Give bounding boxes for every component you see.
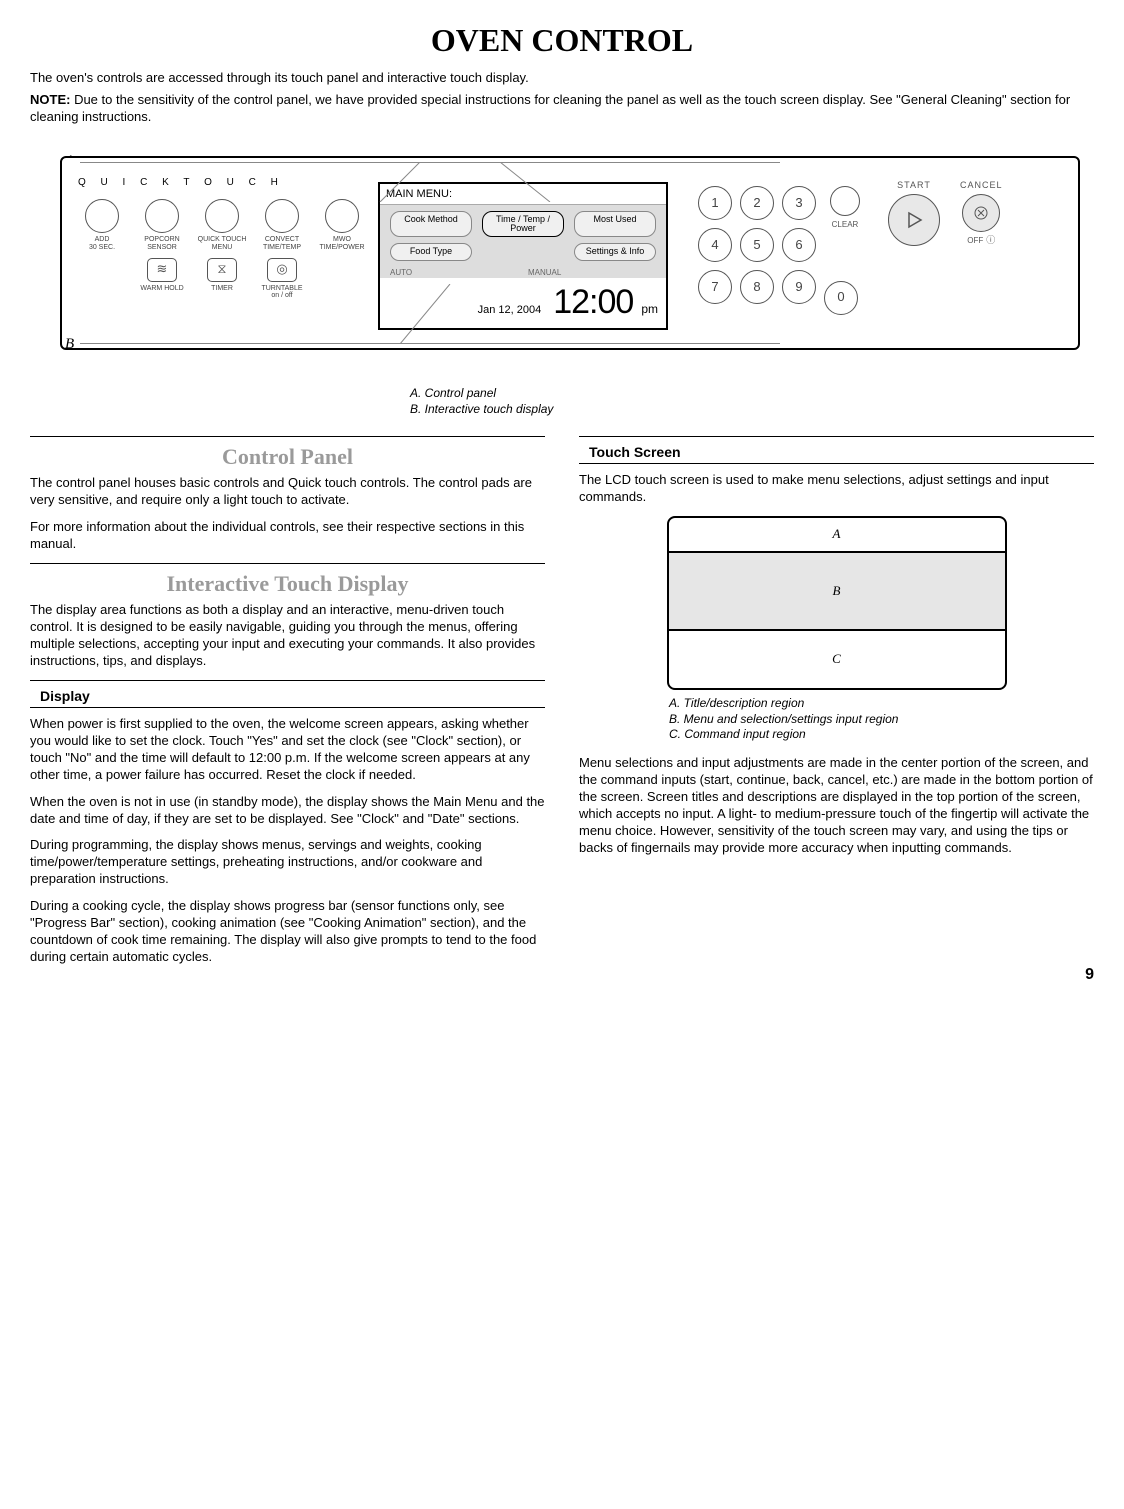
cancel-label: CANCEL xyxy=(960,180,1003,192)
ts-legend-c: C. Command input region xyxy=(669,727,1094,743)
lcd-chip-mostused[interactable]: Most Used xyxy=(574,211,656,238)
ts-legend-a: A. Title/description region xyxy=(669,696,1094,712)
lcd-chip-settings[interactable]: Settings & Info xyxy=(574,243,656,260)
ts-para-2: Menu selections and input adjustments ar… xyxy=(579,755,1094,856)
heading-interactive-display: Interactive Touch Display xyxy=(30,570,545,599)
qt-menu-button[interactable]: QUICK TOUCH MENU xyxy=(196,199,248,251)
lock-icon: ⓘ xyxy=(986,235,995,247)
cp-para-1: The control panel houses basic controls … xyxy=(30,475,545,509)
start-cancel-section: START CANCEL OFFⓘ xyxy=(888,180,1003,246)
clear-label: CLEAR xyxy=(832,220,859,230)
right-column: Touch Screen The LCD touch screen is use… xyxy=(579,436,1094,976)
heading-control-panel: Control Panel xyxy=(30,443,545,472)
start-button[interactable] xyxy=(888,194,940,246)
ts-legend-b: B. Menu and selection/settings input reg… xyxy=(669,712,1094,728)
key-0[interactable]: 0 xyxy=(824,281,858,315)
qt-popcorn-button[interactable]: POPCORN SENSOR xyxy=(136,199,188,251)
left-column: Control Panel The control panel houses b… xyxy=(30,436,545,976)
control-panel-diagram: A Q U I C K T O U C H ADD 30 SEC. POPCOR… xyxy=(60,156,1094,350)
disp-para-4: During a cooking cycle, the display show… xyxy=(30,898,545,966)
callout-b: B xyxy=(65,335,74,355)
key-4[interactable]: 4 xyxy=(698,228,732,262)
start-icon xyxy=(903,209,925,231)
cp-para-2: For more information about the individua… xyxy=(30,519,545,553)
ts-para-1: The LCD touch screen is used to make men… xyxy=(579,472,1094,506)
lcd-sublabel-manual: MANUAL xyxy=(518,268,656,278)
lcd-sublabel-auto: AUTO xyxy=(390,268,518,278)
disp-para-1: When power is first supplied to the oven… xyxy=(30,716,545,784)
clear-button[interactable] xyxy=(830,186,860,216)
ts-region-b: B xyxy=(669,553,1005,632)
key-6[interactable]: 6 xyxy=(782,228,816,262)
page-number: 9 xyxy=(1085,965,1094,986)
key-5[interactable]: 5 xyxy=(740,228,774,262)
leader-pointers-a xyxy=(80,162,800,202)
hourglass-icon: ⧖ xyxy=(207,258,237,282)
start-label: START xyxy=(897,180,931,192)
id-para-1: The display area functions as both a dis… xyxy=(30,602,545,670)
ts-region-c: C xyxy=(669,631,1005,688)
ts-region-a: A xyxy=(669,518,1005,553)
legend-b: B. Interactive touch display xyxy=(410,402,1094,418)
legend-a: A. Control panel xyxy=(410,386,1094,402)
leader-pointers-b xyxy=(80,284,800,344)
qt-convect-button[interactable]: CONVECT TIME/TEMP xyxy=(256,199,308,251)
intro-text: The oven's controls are accessed through… xyxy=(30,70,1094,87)
lcd-chip-timetemp[interactable]: Time / Temp / Power xyxy=(482,211,564,238)
disp-para-2: When the oven is not in use (in standby … xyxy=(30,794,545,828)
cancel-button[interactable] xyxy=(962,194,1000,232)
touch-screen-diagram: A B C xyxy=(667,516,1007,691)
note-text: NOTE: Due to the sensitivity of the cont… xyxy=(30,92,1094,126)
lcd-chip-foodtype[interactable]: Food Type xyxy=(390,243,472,260)
ts-legend: A. Title/description region B. Menu and … xyxy=(669,696,1094,743)
page-title: OVEN CONTROL xyxy=(30,20,1094,62)
note-prefix: NOTE: xyxy=(30,92,70,107)
heading-touch-screen: Touch Screen xyxy=(589,443,1094,461)
heading-display: Display xyxy=(40,687,545,705)
qt-mwo-button[interactable]: MWO TIME/POWER xyxy=(316,199,368,251)
cancel-icon xyxy=(973,205,989,221)
qt-add30-button[interactable]: ADD 30 SEC. xyxy=(76,199,128,251)
steam-icon: ≋ xyxy=(147,258,177,282)
note-body: Due to the sensitivity of the control pa… xyxy=(30,92,1070,124)
off-label: OFF xyxy=(967,236,983,246)
diagram-legend: A. Control panel B. Interactive touch di… xyxy=(410,386,1094,417)
lcd-chip-cookmethod[interactable]: Cook Method xyxy=(390,211,472,238)
turntable-icon: ◎ xyxy=(267,258,297,282)
disp-para-3: During programming, the display shows me… xyxy=(30,837,545,888)
